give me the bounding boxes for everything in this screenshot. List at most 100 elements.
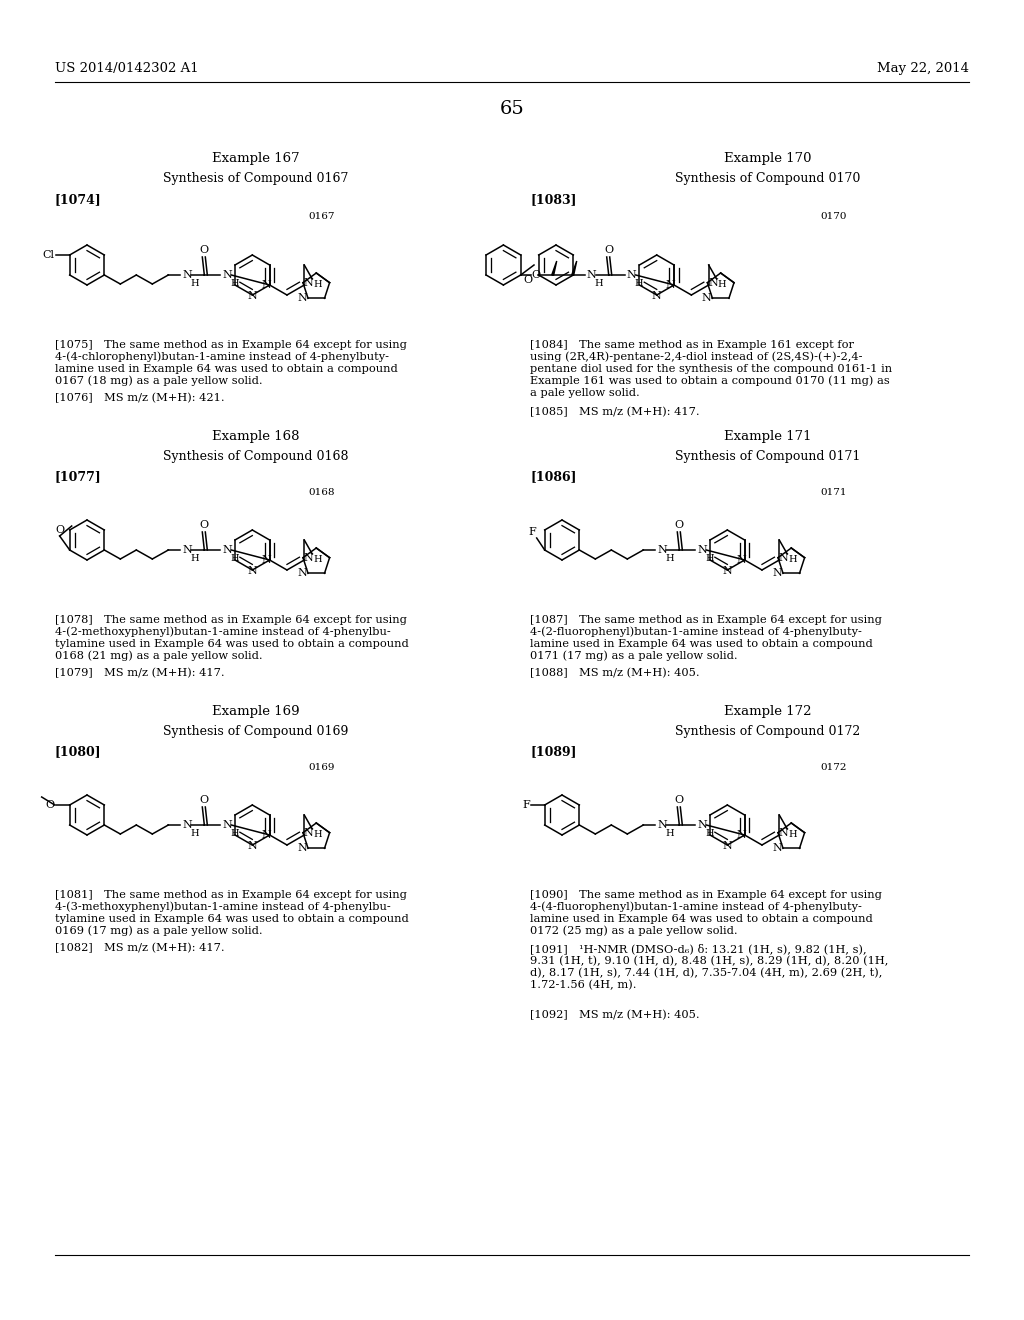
Text: 0171: 0171 (820, 488, 847, 498)
Text: N: N (709, 277, 718, 288)
Text: May 22, 2014: May 22, 2014 (877, 62, 969, 75)
Text: N: N (736, 554, 746, 565)
Text: N: N (222, 820, 232, 830)
Text: N: N (222, 545, 232, 554)
Text: H: H (190, 554, 199, 564)
Text: 0169: 0169 (308, 763, 335, 772)
Text: N: N (304, 277, 313, 288)
Text: H: H (706, 554, 714, 564)
Text: H: H (190, 829, 199, 838)
Text: N: N (248, 841, 257, 851)
Text: [1076] MS m/z (M+H): 421.: [1076] MS m/z (M+H): 421. (55, 393, 224, 404)
Text: H: H (666, 554, 674, 564)
Text: [1091] ¹H-NMR (DMSO-d₆) δ: 13.21 (1H, s), 9.82 (1H, s),
9.31 (1H, t), 9.10 (1H, : [1091] ¹H-NMR (DMSO-d₆) δ: 13.21 (1H, s)… (530, 942, 889, 990)
Text: O: O (675, 520, 684, 531)
Text: Synthesis of Compound 0170: Synthesis of Compound 0170 (675, 172, 861, 185)
Text: Synthesis of Compound 0169: Synthesis of Compound 0169 (163, 725, 349, 738)
Text: [1085] MS m/z (M+H): 417.: [1085] MS m/z (M+H): 417. (530, 407, 699, 417)
Text: [1087] The same method as in Example 64 except for using
4-(2-fluorophenyl)butan: [1087] The same method as in Example 64 … (530, 615, 882, 661)
Text: N: N (587, 271, 596, 280)
Text: N: N (261, 830, 271, 840)
Text: N: N (779, 553, 788, 562)
Text: H: H (787, 830, 797, 840)
Text: H: H (190, 279, 199, 288)
Text: O: O (675, 795, 684, 805)
Text: [1090] The same method as in Example 64 except for using
4-(4-fluorophenyl)butan: [1090] The same method as in Example 64 … (530, 890, 882, 936)
Text: N: N (248, 566, 257, 576)
Text: 0167: 0167 (308, 213, 335, 220)
Text: Example 172: Example 172 (724, 705, 812, 718)
Text: O: O (200, 520, 209, 531)
Text: N: N (248, 290, 257, 301)
Text: [1092] MS m/z (M+H): 405.: [1092] MS m/z (M+H): 405. (530, 1010, 699, 1020)
Text: N: N (304, 553, 313, 562)
Text: O: O (45, 800, 54, 810)
Text: F: F (522, 800, 529, 810)
Text: Example 169: Example 169 (212, 705, 300, 718)
Text: H: H (718, 280, 726, 289)
Text: H: H (666, 829, 674, 838)
Text: [1084] The same method as in Example 161 except for
using (2R,4R)-pentane-2,4-di: [1084] The same method as in Example 161… (530, 341, 892, 397)
Text: [1078] The same method as in Example 64 except for using
4-(2-methoxyphenyl)buta: [1078] The same method as in Example 64 … (55, 615, 409, 661)
Text: Synthesis of Compound 0172: Synthesis of Compound 0172 (676, 725, 860, 738)
Text: [1089]: [1089] (530, 744, 577, 758)
Text: Example 167: Example 167 (212, 152, 300, 165)
Text: H: H (706, 829, 714, 838)
Text: H: H (313, 280, 322, 289)
Text: [1088] MS m/z (M+H): 405.: [1088] MS m/z (M+H): 405. (530, 668, 699, 678)
Polygon shape (552, 261, 557, 275)
Text: N: N (627, 271, 637, 280)
Text: [1079] MS m/z (M+H): 417.: [1079] MS m/z (M+H): 417. (55, 668, 224, 678)
Polygon shape (571, 261, 577, 275)
Text: N: N (723, 841, 732, 851)
Text: O: O (55, 525, 65, 535)
Text: 0172: 0172 (820, 763, 847, 772)
Text: N: N (657, 820, 667, 830)
Text: N: N (657, 545, 667, 554)
Text: N: N (697, 545, 707, 554)
Text: F: F (528, 527, 536, 537)
Text: H: H (230, 279, 239, 288)
Text: N: N (666, 280, 676, 290)
Text: 65: 65 (500, 100, 524, 117)
Text: H: H (230, 829, 239, 838)
Text: N: N (779, 828, 788, 838)
Text: N: N (701, 293, 712, 304)
Text: [1075] The same method as in Example 64 except for using
4-(4-chlorophenyl)butan: [1075] The same method as in Example 64 … (55, 341, 407, 387)
Text: N: N (182, 271, 193, 280)
Text: N: N (222, 271, 232, 280)
Text: O: O (200, 795, 209, 805)
Text: Example 171: Example 171 (724, 430, 812, 444)
Text: Example 168: Example 168 (212, 430, 300, 444)
Text: H: H (595, 279, 603, 288)
Text: O: O (200, 246, 209, 255)
Text: N: N (297, 293, 307, 304)
Text: H: H (635, 279, 643, 288)
Text: O: O (531, 271, 541, 280)
Text: 0170: 0170 (820, 213, 847, 220)
Text: [1081] The same method as in Example 64 except for using
4-(3-methoxyphenyl)buta: [1081] The same method as in Example 64 … (55, 890, 409, 936)
Text: [1086]: [1086] (530, 470, 577, 483)
Text: N: N (182, 820, 193, 830)
Text: N: N (182, 545, 193, 554)
Text: N: N (304, 828, 313, 838)
Text: [1074]: [1074] (55, 193, 101, 206)
Text: N: N (652, 290, 662, 301)
Text: N: N (723, 566, 732, 576)
Text: [1083]: [1083] (530, 193, 577, 206)
Text: [1077]: [1077] (55, 470, 101, 483)
Text: Example 170: Example 170 (724, 152, 812, 165)
Text: O: O (604, 246, 613, 255)
Text: H: H (230, 554, 239, 564)
Text: H: H (787, 556, 797, 564)
Text: N: N (736, 830, 746, 840)
Text: O: O (524, 275, 532, 285)
Text: H: H (313, 556, 322, 564)
Text: US 2014/0142302 A1: US 2014/0142302 A1 (55, 62, 199, 75)
Text: N: N (297, 843, 307, 853)
Text: N: N (697, 820, 707, 830)
Text: N: N (261, 554, 271, 565)
Text: H: H (313, 830, 322, 840)
Text: Synthesis of Compound 0168: Synthesis of Compound 0168 (163, 450, 349, 463)
Text: N: N (297, 569, 307, 578)
